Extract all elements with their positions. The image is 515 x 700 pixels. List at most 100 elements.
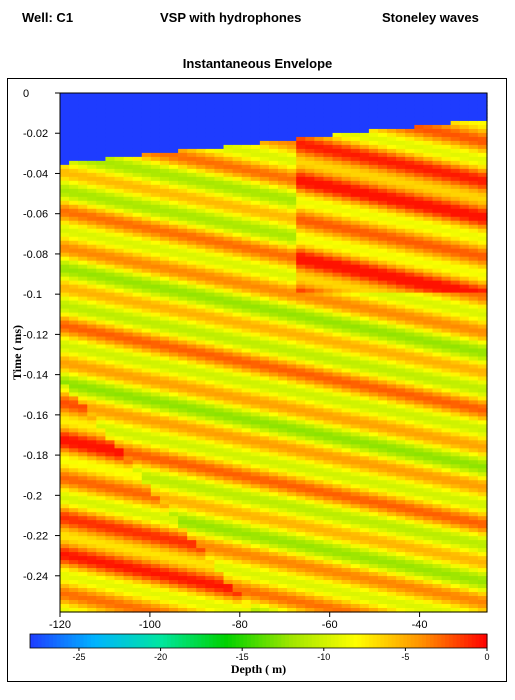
heatmap-cell [123, 316, 134, 322]
heatmap-cell [78, 128, 88, 134]
heatmap-cell [78, 188, 88, 194]
heatmap-cell [223, 404, 234, 409]
heatmap-cell [350, 388, 361, 394]
heatmap-cell [396, 592, 406, 597]
heatmap-cell [296, 200, 306, 206]
heatmap-cell [159, 376, 170, 382]
heatmap-cell [287, 432, 297, 437]
heatmap-cell [359, 348, 370, 354]
heatmap-cell [87, 492, 97, 497]
heatmap-cell [205, 116, 216, 122]
heatmap-cell [268, 520, 279, 525]
heatmap-cell [332, 288, 343, 294]
heatmap-cell [241, 320, 252, 326]
heatmap-cell [377, 512, 388, 517]
heatmap-cell [159, 348, 170, 354]
heatmap-cell [268, 200, 279, 206]
heatmap-cell [396, 248, 406, 254]
heatmap-cell [287, 224, 297, 230]
heatmap-cell [105, 456, 116, 461]
heatmap-cell [105, 436, 116, 441]
heatmap-cell [223, 508, 234, 513]
heatmap-cell [78, 184, 88, 190]
heatmap-cell [205, 232, 216, 238]
heatmap-cell [105, 520, 116, 525]
heatmap-cell [350, 384, 361, 390]
heatmap-cell [323, 388, 334, 394]
heatmap-cell [232, 312, 243, 318]
heatmap-cell [187, 132, 197, 138]
heatmap-cell [314, 248, 325, 254]
heatmap-cell [259, 456, 270, 461]
heatmap-cell [223, 548, 234, 553]
heatmap-cell [278, 368, 288, 374]
heatmap-cell [159, 176, 170, 182]
heatmap-cell [223, 148, 234, 154]
heatmap-cell [205, 556, 216, 561]
heatmap-cell [60, 132, 70, 138]
heatmap-cell [278, 236, 288, 242]
heatmap-cell [87, 252, 97, 258]
heatmap-cell [132, 364, 143, 370]
heatmap-cell [169, 552, 179, 557]
heatmap-cell [159, 184, 170, 190]
heatmap-cell [196, 256, 206, 262]
heatmap-cell [87, 488, 97, 493]
heatmap-cell [314, 192, 325, 198]
heatmap-cell [332, 240, 343, 246]
heatmap-cell [323, 588, 334, 593]
heatmap-cell [132, 128, 143, 134]
heatmap-cell [232, 440, 243, 445]
heatmap-cell [141, 276, 152, 282]
heatmap-cell [69, 212, 79, 218]
heatmap-cell [205, 304, 216, 310]
heatmap-cell [396, 528, 406, 533]
heatmap-cell [169, 108, 179, 114]
heatmap-cell [141, 344, 152, 350]
heatmap-cell [114, 572, 125, 577]
heatmap-cell [250, 540, 261, 545]
heatmap-cell [205, 540, 216, 545]
heatmap-cell [314, 308, 325, 314]
heatmap-cell [78, 440, 88, 445]
heatmap-cell [141, 268, 152, 274]
heatmap-cell [141, 580, 152, 585]
heatmap-cell [241, 344, 252, 350]
heatmap-cell [368, 540, 379, 545]
heatmap-cell [60, 136, 70, 142]
heatmap-cell [187, 404, 197, 409]
heatmap-cell [241, 96, 252, 102]
heatmap-cell [296, 600, 306, 605]
heatmap-cell [87, 556, 97, 561]
heatmap-cell [150, 240, 161, 246]
heatmap-cell [187, 552, 197, 557]
heatmap-cell [132, 112, 143, 118]
heatmap-cell [187, 384, 197, 390]
heatmap-cell [268, 160, 279, 166]
heatmap-cell [141, 420, 152, 425]
heatmap-cell [323, 96, 334, 102]
heatmap-cell [214, 364, 225, 370]
heatmap-cell [359, 408, 370, 413]
heatmap-cell [187, 452, 197, 457]
heatmap-cell [359, 480, 370, 485]
heatmap-cell [123, 260, 134, 266]
heatmap-cell [232, 304, 243, 310]
heatmap-cell [232, 248, 243, 254]
heatmap-cell [268, 140, 279, 146]
heatmap-cell [268, 600, 279, 605]
heatmap-cell [87, 608, 97, 613]
heatmap-cell [78, 332, 88, 338]
heatmap-cell [114, 96, 125, 102]
heatmap-cell [241, 592, 252, 597]
heatmap-cell [105, 484, 116, 489]
heatmap-cell [141, 408, 152, 413]
heatmap-cell [359, 556, 370, 561]
heatmap-cell [241, 112, 252, 118]
heatmap-cell [205, 184, 216, 190]
heatmap-cell [305, 520, 315, 525]
heatmap-cell [159, 104, 170, 110]
heatmap-cell [250, 332, 261, 338]
heatmap-cell [169, 500, 179, 505]
heatmap-cell [105, 300, 116, 306]
